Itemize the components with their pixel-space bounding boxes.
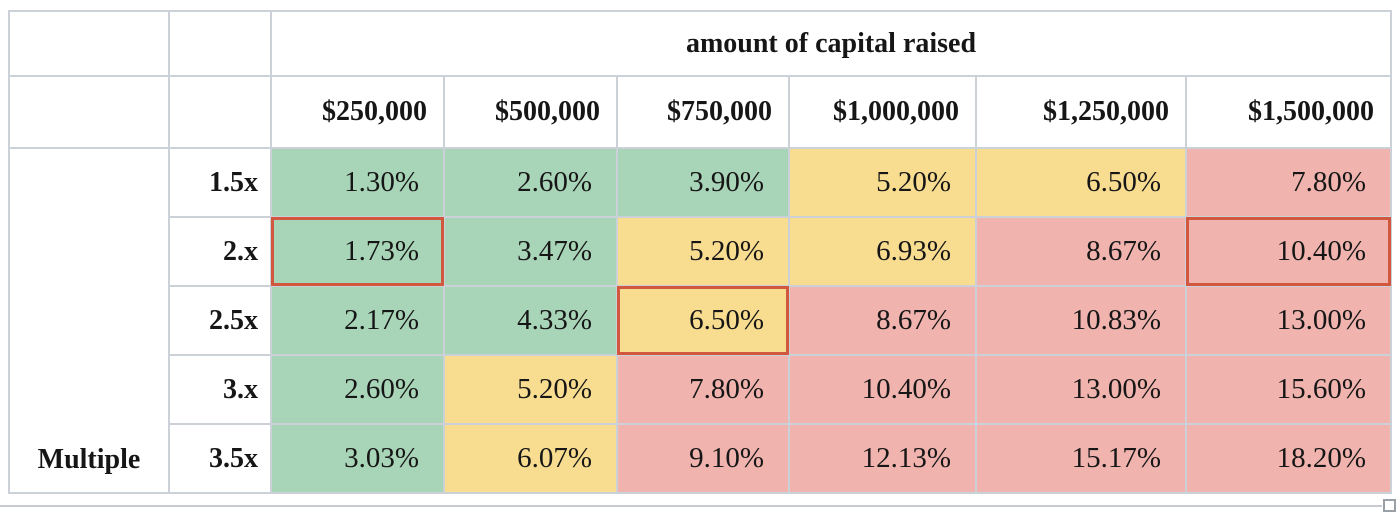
table-cell[interactable]: 6.50% xyxy=(975,147,1187,218)
column-header-1000k[interactable]: $1,000,000 xyxy=(788,75,977,149)
column-header-750k[interactable]: $750,000 xyxy=(616,75,790,149)
table-cell[interactable]: 8.67% xyxy=(788,285,977,356)
table-cell[interactable]: 5.20% xyxy=(788,147,977,218)
table-cell[interactable]: 1.30% xyxy=(270,147,445,218)
table-cell[interactable]: 3.47% xyxy=(443,216,618,287)
table-cell[interactable]: 9.10% xyxy=(616,423,790,494)
table-cell[interactable]: 13.00% xyxy=(1184,285,1393,356)
table-cell[interactable]: 5.20% xyxy=(616,216,790,287)
table-cell[interactable]: 2.17% xyxy=(270,285,445,356)
row-label-3x[interactable]: 3.x xyxy=(168,354,272,425)
table-cell[interactable]: 7.80% xyxy=(616,354,790,425)
table-cell[interactable]: 18.20% xyxy=(1184,423,1393,494)
row-label-2x[interactable]: 2.x xyxy=(168,216,272,287)
table-cell[interactable]: 15.17% xyxy=(975,423,1187,494)
table-cell[interactable]: 2.60% xyxy=(270,354,445,425)
row-label-2-5x[interactable]: 2.5x xyxy=(168,285,272,356)
table-cell[interactable]: 6.93% xyxy=(788,216,977,287)
column-header-1500k[interactable]: $1,500,000 xyxy=(1184,75,1393,149)
table-cell[interactable]: 10.83% xyxy=(975,285,1187,356)
table-cell[interactable]: 4.33% xyxy=(443,285,618,356)
table-cell[interactable]: 5.20% xyxy=(443,354,618,425)
row-label-1-5x[interactable]: 1.5x xyxy=(168,147,272,218)
capital-raised-heatmap-table: amount of capital raised $250,000 $500,0… xyxy=(8,10,1393,494)
table-cell[interactable]: 6.07% xyxy=(443,423,618,494)
table-cell-highlighted[interactable]: 10.40% xyxy=(1184,216,1393,287)
resize-handle-icon[interactable] xyxy=(1383,499,1396,512)
row-label-3-5x[interactable]: 3.5x xyxy=(168,423,272,494)
column-header-1250k[interactable]: $1,250,000 xyxy=(975,75,1187,149)
sensitivity-table: amount of capital raised $250,000 $500,0… xyxy=(8,10,1393,494)
column-header-250k[interactable]: $250,000 xyxy=(270,75,445,149)
window-bottom-edge xyxy=(0,505,1382,507)
table-cell[interactable]: 15.60% xyxy=(1184,354,1393,425)
column-axis-title[interactable]: amount of capital raised xyxy=(269,10,1393,77)
table-cell[interactable]: 3.90% xyxy=(616,147,790,218)
blank-corner-cell[interactable] xyxy=(168,10,272,77)
blank-corner-cell[interactable] xyxy=(8,10,170,77)
table-cell[interactable]: 13.00% xyxy=(975,354,1187,425)
table-cell-highlighted[interactable]: 1.73% xyxy=(270,216,445,287)
blank-corner-cell[interactable] xyxy=(8,75,170,149)
blank-corner-cell[interactable] xyxy=(168,75,272,149)
table-cell[interactable]: 10.40% xyxy=(788,354,977,425)
table-cell[interactable]: 7.80% xyxy=(1184,147,1393,218)
column-header-500k[interactable]: $500,000 xyxy=(443,75,618,149)
table-cell-highlighted[interactable]: 6.50% xyxy=(616,285,790,356)
table-cell[interactable]: 12.13% xyxy=(788,423,977,494)
row-axis-title-multiple[interactable]: Multiple xyxy=(8,147,170,494)
table-cell[interactable]: 8.67% xyxy=(975,216,1187,287)
table-cell[interactable]: 3.03% xyxy=(270,423,445,494)
table-cell[interactable]: 2.60% xyxy=(443,147,618,218)
